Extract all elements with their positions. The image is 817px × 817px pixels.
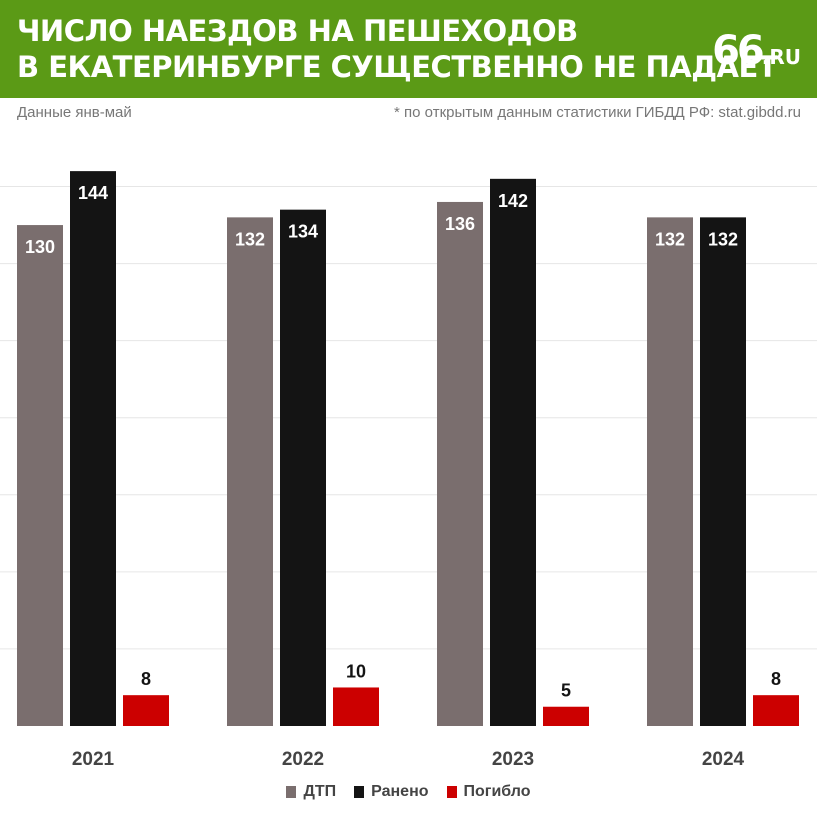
x-tick-label-2022: 2022 [282, 749, 324, 770]
logo-main: 66 [712, 28, 765, 74]
x-tick-label-2024: 2024 [702, 749, 745, 770]
bar-injured-2024 [700, 217, 746, 727]
logo-suffix: .RU [761, 45, 801, 69]
data-label-dtp-2022: 132 [235, 229, 265, 249]
legend-label-killed: Погибло [463, 783, 531, 800]
site-logo[interactable]: 66.RU [712, 28, 801, 74]
data-label-dtp-2024: 132 [655, 229, 685, 249]
data-label-killed-2024: 8 [771, 669, 781, 689]
legend-swatch-injured [354, 786, 365, 798]
legend-label-dtp: ДТП [303, 783, 337, 800]
bar-injured-2021 [70, 171, 116, 726]
legend-label-injured: Ранено [371, 783, 429, 800]
chart-title-line-2: В ЕКАТЕРИНБУРГЕ СУЩЕСТВЕННО НЕ ПАДАЕТ [17, 50, 778, 84]
legend-item-killed: Погибло [446, 783, 531, 801]
legend-swatch-killed [446, 786, 457, 798]
x-tick-label-2023: 2023 [492, 749, 534, 770]
bar-killed-2022 [333, 687, 379, 726]
legend-swatch-dtp [286, 786, 297, 798]
bar-injured-2023 [490, 178, 536, 726]
data-label-killed-2021: 8 [141, 669, 151, 689]
legend-item-injured: Ранено [354, 783, 429, 801]
data-label-killed-2022: 10 [346, 661, 366, 681]
header-banner: ЧИСЛО НАЕЗДОВ НА ПЕШЕХОДОВ В ЕКАТЕРИНБУР… [0, 0, 817, 98]
bar-dtp-2023 [437, 201, 483, 727]
data-label-killed-2023: 5 [561, 681, 571, 701]
bar-killed-2024 [753, 695, 799, 726]
x-tick-label-2021: 2021 [72, 749, 115, 770]
bar-injured-2022 [280, 209, 326, 727]
data-label-injured-2024: 132 [708, 229, 738, 249]
bar-killed-2021 [123, 695, 169, 726]
data-period-note: Данные янв-май [17, 104, 132, 121]
bar-killed-2023 [543, 706, 589, 726]
legend-item-dtp: ДТП [286, 783, 336, 801]
data-label-injured-2021: 144 [78, 183, 108, 203]
bar-dtp-2024 [647, 217, 693, 727]
chart-title-line-1: ЧИСЛО НАЕЗДОВ НА ПЕШЕХОДОВ [17, 14, 578, 48]
bar-dtp-2022 [227, 217, 273, 727]
data-label-injured-2022: 134 [288, 222, 318, 242]
source-note: * по открытым данным статистики ГИБДД РФ… [394, 104, 801, 121]
data-label-dtp-2023: 136 [445, 214, 475, 234]
data-label-injured-2023: 142 [498, 191, 528, 211]
data-label-dtp-2021: 130 [25, 237, 55, 257]
chart-legend: ДТП Ранено Погибло [0, 783, 817, 801]
bar-dtp-2021 [17, 225, 63, 727]
